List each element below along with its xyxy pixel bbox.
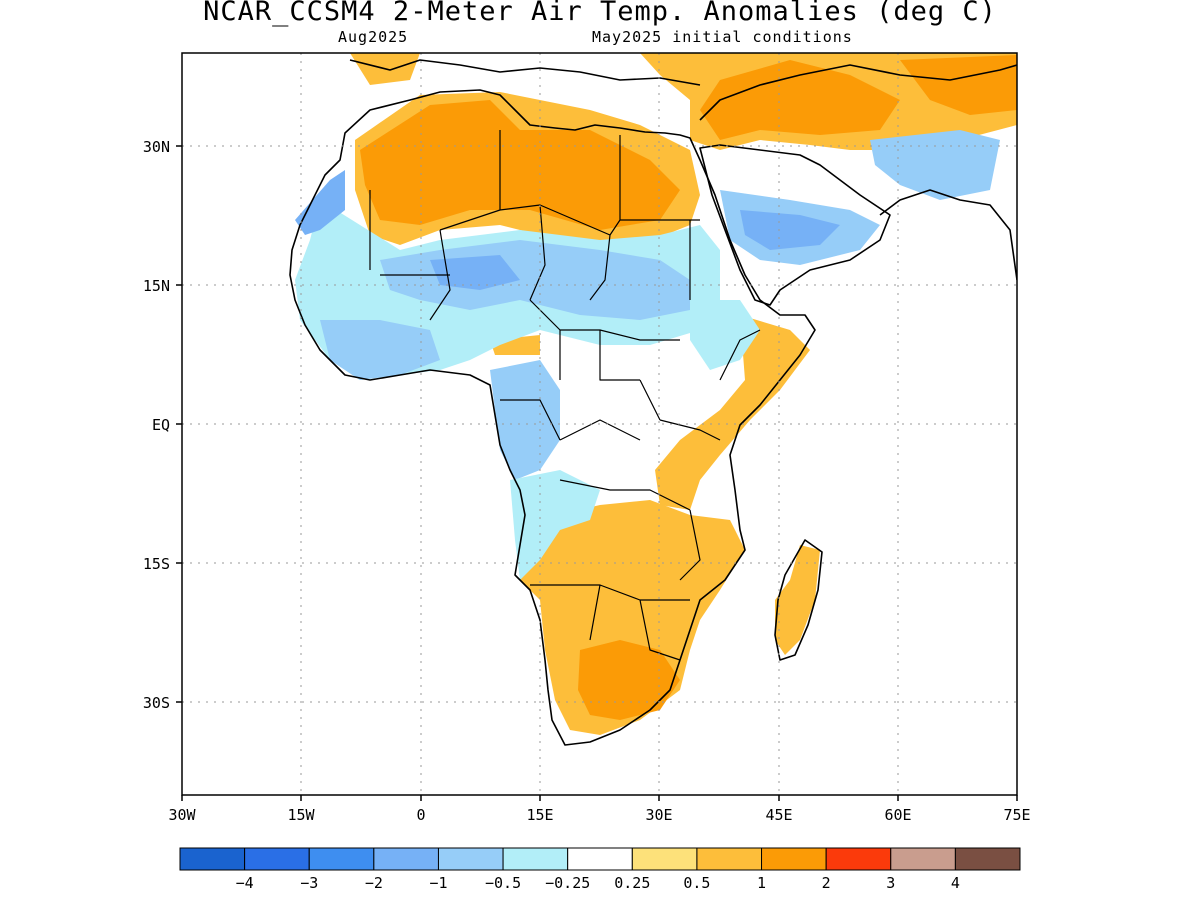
national-borders	[369, 130, 761, 661]
sahara-core-warm-region	[360, 100, 680, 230]
cold-anomaly-regions	[295, 130, 1000, 580]
lat-label-15n: 15N	[143, 277, 170, 295]
colorbar-swatch	[179, 847, 246, 871]
colorbar-swatch	[761, 847, 827, 871]
chart-title: NCAR_CCSM4 2-Meter Air Temp. Anomalies (…	[203, 0, 997, 27]
persian-gulf-coastline	[879, 189, 1017, 281]
middle-east-coastline	[699, 64, 1017, 121]
colorbar-label: −1	[429, 874, 447, 892]
lon-label-30e: 30E	[645, 806, 672, 824]
colorbar-swatch	[244, 847, 310, 871]
horn-of-africa-cold-region	[690, 300, 760, 370]
lon-label-75e: 75E	[1003, 806, 1030, 824]
lat-label-30s: 30S	[143, 694, 170, 712]
madagascar-warm-region	[775, 545, 820, 655]
grid-lines	[182, 53, 1017, 795]
west-coast-cold-region	[295, 170, 345, 235]
colorbar-labels: −4 −3 −2 −1 −0.5 −0.25 0.25 0.5 1 2 3 4	[236, 874, 960, 892]
axis-ticks	[176, 145, 1018, 801]
angola-cold-region	[510, 470, 600, 580]
colorbar-label: −2	[365, 874, 383, 892]
lon-label-0: 0	[416, 806, 425, 824]
central-asia-warm-region	[900, 55, 1017, 115]
colorbar-label: 4	[951, 874, 960, 892]
colorbar-label: 1	[757, 874, 766, 892]
sahel-strong-cold-region	[430, 255, 520, 290]
colorbar-label: 3	[886, 874, 895, 892]
colorbar-swatch	[825, 847, 892, 871]
colorbar-swatch	[890, 847, 956, 871]
gulf-of-guinea-cold-region	[320, 320, 440, 380]
lat-label-eq: EQ	[152, 416, 170, 434]
east-africa-warm-region	[655, 315, 810, 510]
congo-cold-region	[490, 360, 560, 480]
colorbar-swatch	[373, 847, 439, 871]
initial-conditions-label: May2025 initial conditions	[592, 28, 853, 46]
colorbar-swatch	[696, 847, 763, 871]
iran-cold-region	[870, 130, 1000, 200]
colorbar-swatch	[308, 847, 375, 871]
colorbar	[179, 847, 1021, 871]
latitude-labels: 30N 15N EQ 15S 30S	[143, 138, 170, 712]
arabian-peninsula-coastline	[699, 144, 891, 306]
iran-core-warm-region	[700, 60, 900, 140]
arabia-core-cold-region	[740, 210, 840, 250]
colorbar-label: 0.5	[683, 874, 710, 892]
south-africa-hot-region	[578, 640, 680, 720]
valid-month-label: Aug2025	[338, 28, 409, 46]
lon-label-60e: 60E	[884, 806, 911, 824]
europe-coastline	[349, 59, 701, 86]
colorbar-swatch	[437, 847, 504, 871]
colorbar-label: 2	[822, 874, 831, 892]
lon-label-30w: 30W	[168, 806, 196, 824]
colorbar-label: 0.25	[614, 874, 650, 892]
madagascar-coastline	[774, 539, 823, 661]
colorbar-label: −3	[300, 874, 318, 892]
colorbar-label: −0.5	[485, 874, 521, 892]
coastlines-borders	[289, 59, 1017, 746]
colorbar-label: −4	[236, 874, 254, 892]
longitude-labels: 30W 15W 0 15E 30E 45E 60E 75E	[168, 806, 1030, 824]
lat-label-30n: 30N	[143, 138, 170, 156]
colorbar-swatch	[567, 847, 633, 871]
lon-label-15e: 15E	[526, 806, 553, 824]
lon-label-15w: 15W	[287, 806, 315, 824]
colorbar-swatch	[631, 847, 698, 871]
colorbar-swatch	[954, 847, 1021, 871]
lon-label-45e: 45E	[765, 806, 792, 824]
africa-coastline	[289, 89, 816, 746]
lat-label-15s: 15S	[143, 555, 170, 573]
colorbar-swatch	[502, 847, 569, 871]
colorbar-label: −0.25	[545, 874, 590, 892]
